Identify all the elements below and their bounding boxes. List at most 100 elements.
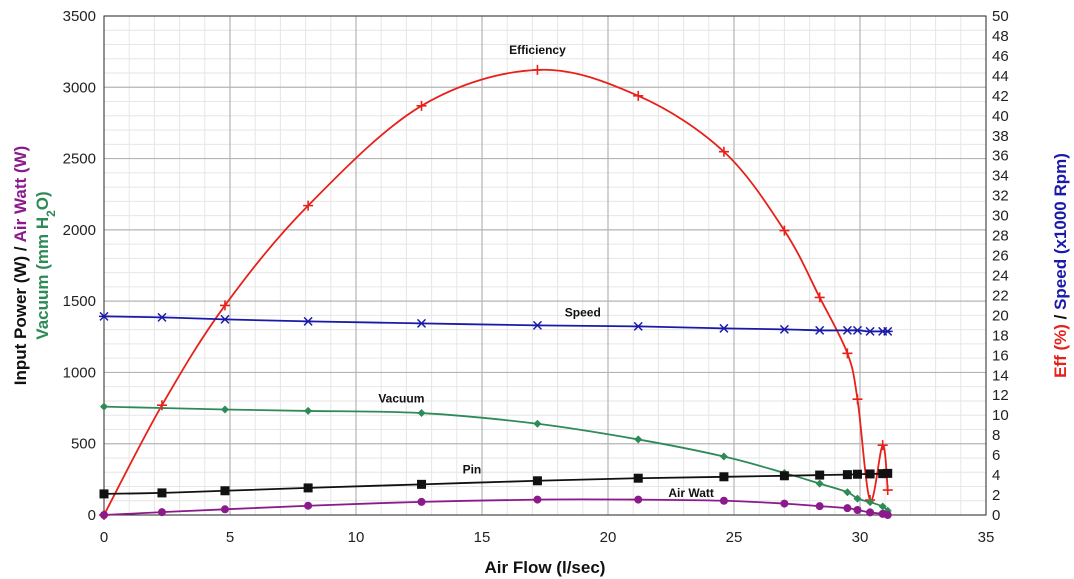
pin-point xyxy=(719,472,729,482)
efficiency-point xyxy=(842,348,853,359)
right-axis-title: Eff (%) / Speed (x1000 Rpm) xyxy=(1051,153,1070,378)
diamond-marker-shape xyxy=(100,402,108,411)
pin-point xyxy=(220,486,230,496)
right-tick-label: 20 xyxy=(992,307,1009,324)
circle-marker-shape xyxy=(220,505,229,514)
air-watt-point xyxy=(157,508,166,517)
diamond-marker-shape xyxy=(634,435,643,444)
circle-marker-shape xyxy=(843,504,852,513)
square-marker-shape xyxy=(157,488,167,498)
pin-point xyxy=(852,469,862,479)
efficiency-point xyxy=(882,485,893,496)
x-tick-label: 35 xyxy=(978,529,995,546)
square-marker-shape xyxy=(815,470,825,480)
vacuum-point xyxy=(815,479,824,488)
plus-marker-shape xyxy=(416,100,427,111)
minor-gridlines xyxy=(104,16,986,515)
left-axis-title: Input Power (W) / Air Watt (W)Vacuum (mm… xyxy=(11,146,58,386)
plot-area-frame xyxy=(103,15,987,516)
efficiency-point xyxy=(416,100,427,111)
diamond-marker-shape xyxy=(304,406,313,415)
right-tick-label: 14 xyxy=(992,367,1009,384)
right-tick-label: 16 xyxy=(992,347,1009,364)
vacuum-point xyxy=(878,502,887,511)
left-axis-ticks: 0 500 1000 1500 2000 2500 3000 3500 xyxy=(63,8,96,524)
right-tick-label: 4 xyxy=(992,467,1000,484)
right-tick-label: 30 xyxy=(992,208,1009,225)
air-watt-point xyxy=(533,495,542,504)
speed-point xyxy=(882,326,893,336)
speed-point xyxy=(99,311,109,321)
speed-annotation: Speed xyxy=(565,305,601,319)
plus-marker-shape xyxy=(156,400,167,411)
diamond-marker-shape xyxy=(815,479,824,488)
pin-point xyxy=(779,471,789,481)
circle-marker-shape xyxy=(100,511,108,519)
x-axis-title: Air Flow (l/sec) xyxy=(485,558,606,577)
efficiency-line xyxy=(103,68,889,516)
circle-marker-shape xyxy=(157,508,166,517)
asterisk-marker-shape xyxy=(842,325,853,335)
pin-point xyxy=(883,468,893,478)
circle-marker-shape xyxy=(780,499,789,508)
left-tick-label: 1500 xyxy=(63,293,96,310)
pin-point xyxy=(157,488,167,498)
speed-point xyxy=(842,325,853,335)
air-watt-line xyxy=(103,498,888,516)
efficiency-point xyxy=(532,64,543,75)
right-tick-label: 28 xyxy=(992,228,1009,245)
circle-marker-shape xyxy=(883,511,892,519)
plus-marker-shape xyxy=(882,485,893,496)
plus-marker-shape xyxy=(532,64,543,75)
efficiency-annotation: Efficiency xyxy=(509,43,566,57)
asterisk-marker-shape xyxy=(156,312,167,322)
x-tick-label: 30 xyxy=(852,529,869,546)
asterisk-marker-shape xyxy=(303,316,314,326)
circle-marker-shape xyxy=(304,501,313,510)
x-tick-label: 10 xyxy=(348,529,365,546)
axis-title-segment: Air Watt (W) xyxy=(11,146,30,243)
vacuum-point xyxy=(417,409,426,418)
right-tick-label: 40 xyxy=(992,108,1009,125)
square-marker-shape xyxy=(532,476,542,486)
axis-title-segment: Vacuum (mm H xyxy=(33,217,52,340)
circle-marker-shape xyxy=(634,495,643,504)
asterisk-marker-shape xyxy=(779,324,790,334)
air-watt-point xyxy=(780,499,789,508)
plus-marker-shape xyxy=(842,348,853,359)
left-tick-label: 1000 xyxy=(63,364,96,381)
square-marker-shape xyxy=(220,486,230,496)
major-gridlines xyxy=(103,15,987,516)
x-axis-ticks: 0 5 10 15 20 25 30 35 xyxy=(100,529,995,546)
right-tick-label: 36 xyxy=(992,148,1009,165)
circle-marker-shape xyxy=(866,508,875,517)
right-tick-label: 38 xyxy=(992,128,1009,145)
square-marker-shape xyxy=(719,472,729,482)
plus-marker-shape xyxy=(814,292,825,303)
square-marker-shape xyxy=(633,473,643,483)
vacuum-point xyxy=(533,419,542,428)
x-tick-label: 15 xyxy=(474,529,491,546)
asterisk-marker-shape xyxy=(882,326,893,336)
air-watt-point xyxy=(843,504,852,513)
plus-marker-shape xyxy=(852,394,863,405)
asterisk-marker-shape xyxy=(532,320,543,330)
axis-title-line: Vacuum (mm H2O) xyxy=(33,191,58,339)
pin-point xyxy=(878,469,888,479)
speed-point xyxy=(865,326,876,336)
right-tick-label: 26 xyxy=(992,248,1009,265)
diamond-marker-shape xyxy=(533,419,542,428)
speed-point xyxy=(532,320,543,330)
circle-marker-shape xyxy=(533,495,542,504)
speed-point xyxy=(303,316,314,326)
right-axis-ticks: 0246810121416182022242628303234363840424… xyxy=(992,8,1009,524)
efficiency-point xyxy=(156,400,167,411)
efficiency-point xyxy=(779,225,790,236)
series-annotations: Efficiency Speed Vacuum Pin Air Watt xyxy=(378,43,714,500)
air-watt-point xyxy=(866,508,875,517)
plus-marker-shape xyxy=(877,440,888,451)
vacuum-annotation: Vacuum xyxy=(378,391,424,405)
diamond-marker-shape xyxy=(853,494,862,503)
efficiency-point xyxy=(852,394,863,405)
square-marker-shape xyxy=(417,479,427,489)
